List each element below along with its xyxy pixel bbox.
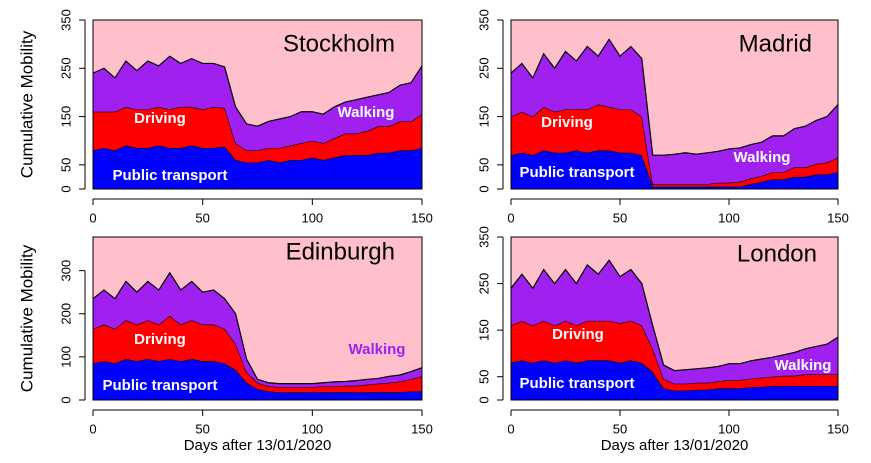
panel-title: Madrid [739, 30, 812, 57]
plot-frame [510, 19, 839, 190]
series-label: Driving [541, 114, 593, 131]
x-tick-label: 150 [827, 210, 849, 225]
y-tick-label: 0 [476, 396, 491, 403]
area [511, 39, 838, 185]
x-tick-label: 150 [411, 210, 433, 225]
series-label: Walking [338, 104, 395, 121]
panel: 0 50 100 150 0 100 200 300 Cumulative Mobility Da… [17, 236, 433, 454]
area [93, 359, 422, 400]
x-tick-label: 150 [411, 421, 433, 436]
panel-title: London [737, 240, 817, 267]
area-edge [510, 38, 839, 156]
y-tick-label: 250 [476, 273, 491, 295]
series-label: Public transport [519, 375, 634, 392]
y-tick-label: 150 [476, 106, 491, 128]
series-label: Driving [134, 331, 186, 348]
area [93, 56, 422, 151]
area [93, 106, 422, 163]
y-axis-label: Cumulative Mobility [17, 30, 36, 178]
x-tick-label: 100 [301, 421, 323, 436]
y-tick-label: 50 [476, 369, 491, 383]
x-tick-label: 0 [507, 210, 514, 225]
x-tick-label: 50 [195, 210, 209, 225]
x-tick-label: 0 [89, 210, 96, 225]
panel-title: Stockholm [283, 30, 395, 57]
y-tick-label: 200 [58, 303, 73, 325]
area [511, 360, 838, 400]
area [511, 260, 838, 384]
panel: 0 50 100 150 0 50 150 250 350 Madrid Public transp… [476, 9, 848, 225]
x-tick-label: 100 [301, 210, 323, 225]
series-label: Public transport [519, 164, 634, 181]
x-tick-label: 100 [718, 210, 740, 225]
area [93, 315, 422, 393]
y-axis-label: Cumulative Mobility [17, 244, 36, 392]
plot-frame [510, 236, 839, 401]
y-tick-label: 0 [476, 185, 491, 192]
y-tick-label: 0 [58, 185, 73, 192]
y-tick-label: 50 [476, 158, 491, 172]
x-tick-label: 0 [89, 421, 96, 436]
area [93, 272, 422, 388]
x-axis-label: Days after 13/01/2020 [184, 437, 332, 454]
series-label: Public transport [112, 167, 227, 184]
y-tick-label: 250 [476, 57, 491, 79]
series-label: Driving [134, 110, 186, 127]
y-tick-label: 100 [58, 346, 73, 368]
x-tick-label: 0 [507, 421, 514, 436]
area-edge [92, 55, 423, 127]
y-tick-label: 350 [58, 9, 73, 31]
panel: 0 50 100 150 0 50 150 250 350 Cumulative Mobility… [17, 9, 432, 225]
y-tick-label: 150 [476, 319, 491, 341]
plot-frame [92, 236, 423, 401]
x-tick-label: 150 [827, 421, 849, 436]
series-label: Walking [734, 149, 791, 166]
series-label: Walking [349, 341, 406, 358]
panel-title: Edinburgh [286, 238, 395, 265]
y-tick-label: 300 [58, 260, 73, 282]
y-tick-label: 150 [58, 106, 73, 128]
series-label: Driving [552, 326, 604, 343]
area [511, 150, 838, 189]
x-tick-label: 100 [718, 421, 740, 436]
y-tick-label: 350 [476, 9, 491, 31]
area [511, 104, 838, 187]
x-tick-label: 50 [613, 421, 627, 436]
y-tick-label: 350 [476, 226, 491, 248]
plot-frame [92, 19, 423, 190]
y-tick-label: 0 [58, 396, 73, 403]
area-edge [92, 271, 423, 385]
y-tick-label: 50 [58, 158, 73, 172]
area [511, 320, 838, 391]
x-axis-label: Days after 13/01/2020 [601, 437, 749, 454]
series-label: Walking [775, 357, 832, 374]
series-label: Public transport [102, 377, 217, 394]
x-tick-label: 50 [613, 210, 627, 225]
area-edge [510, 259, 839, 372]
area-edge [510, 149, 839, 188]
x-tick-label: 50 [195, 421, 209, 436]
y-tick-label: 250 [58, 57, 73, 79]
panel: 0 50 100 150 0 50 150 250 350 Days after 13/01/20… [476, 226, 848, 454]
